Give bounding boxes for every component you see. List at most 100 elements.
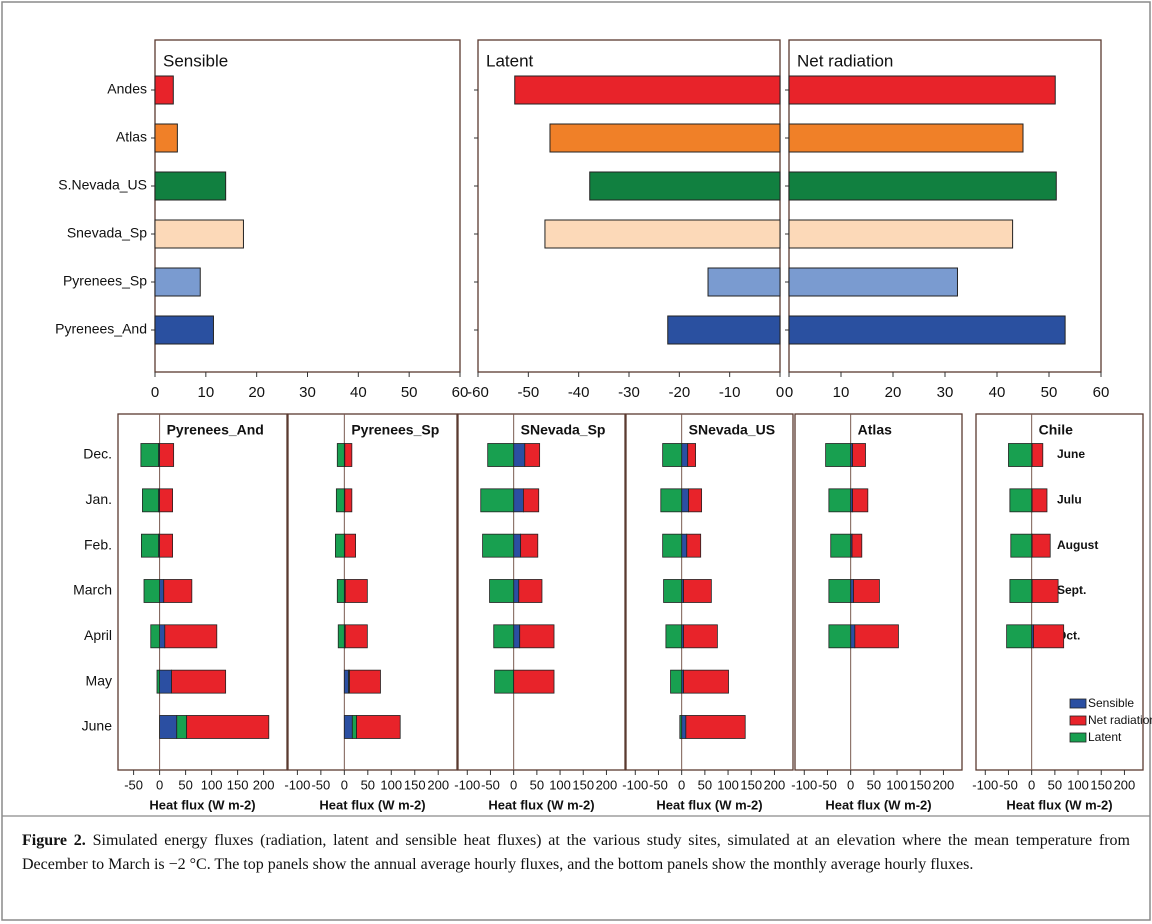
x-tick-label: 10 xyxy=(197,384,214,401)
x-tick-label: -50 xyxy=(999,777,1018,792)
bar-segment xyxy=(513,533,522,558)
x-tick-label: -50 xyxy=(517,384,539,401)
bar xyxy=(154,123,178,153)
x-tick-label: 200 xyxy=(1114,777,1136,792)
x-tick-label: 20 xyxy=(885,384,902,401)
bar-segment xyxy=(494,669,515,694)
panel-frame xyxy=(625,413,794,771)
x-tick-label: 50 xyxy=(867,777,881,792)
x-tick-label: -60 xyxy=(467,384,489,401)
panel-frame xyxy=(117,413,288,771)
legend-label: Latent xyxy=(1088,730,1122,744)
x-tick-label: 100 xyxy=(549,777,571,792)
x-axis-label: Heat flux (W m-2) xyxy=(1006,797,1112,812)
bar-segment xyxy=(343,669,349,694)
bar-segment xyxy=(850,579,854,603)
y-tick-label: April xyxy=(84,627,112,643)
bar-segment xyxy=(825,443,852,467)
y-tick-label: March xyxy=(73,582,112,598)
x-tick-label: -10 xyxy=(719,384,741,401)
bar-segment xyxy=(854,624,899,649)
x-axis-label: Heat flux (W m-2) xyxy=(319,797,425,812)
bar-segment xyxy=(681,715,687,739)
bar-segment xyxy=(850,624,856,649)
bar xyxy=(154,219,244,249)
x-tick-label: 50 xyxy=(530,777,544,792)
bar-segment xyxy=(663,579,683,603)
x-tick-label: -50 xyxy=(818,777,837,792)
bar-segment xyxy=(159,443,175,467)
bar-segment xyxy=(519,624,555,649)
x-tick-label: 50 xyxy=(1048,777,1062,792)
bar xyxy=(707,267,781,297)
caption-label: Figure 2. xyxy=(22,832,86,849)
panel-frame xyxy=(287,413,458,771)
bar-segment xyxy=(171,669,227,694)
bar-segment xyxy=(828,579,852,603)
x-tick-label: 10 xyxy=(833,384,850,401)
x-tick-label: 0 xyxy=(156,777,163,792)
row-label: Sept. xyxy=(1057,583,1086,597)
bar xyxy=(788,267,958,297)
legend-label: Sensible xyxy=(1088,696,1134,710)
y-tick-label: S.Nevada_US xyxy=(58,177,147,193)
caption: Figure 2. Simulated energy fluxes (radia… xyxy=(22,829,1130,877)
bar-segment xyxy=(681,533,688,558)
x-tick-label: 40 xyxy=(989,384,1006,401)
caption-text: Simulated energy fluxes (radiation, late… xyxy=(22,832,1131,873)
bar-segment xyxy=(349,669,381,694)
x-tick-label: 50 xyxy=(178,777,192,792)
x-tick-label: -50 xyxy=(311,777,330,792)
bar-segment xyxy=(828,624,852,649)
row-label: August xyxy=(1057,538,1098,552)
x-tick-label: -30 xyxy=(618,384,640,401)
bar-segment xyxy=(159,624,166,649)
panel-title: Latent xyxy=(486,51,534,70)
x-tick-label: 60 xyxy=(1093,384,1110,401)
bar-segment xyxy=(150,624,160,649)
bar xyxy=(788,315,1066,345)
bar-segment xyxy=(159,715,178,739)
bar-segment xyxy=(351,715,357,739)
bar xyxy=(154,315,214,345)
bar-segment xyxy=(513,443,526,467)
bar-segment xyxy=(1009,579,1033,603)
x-tick-label: 100 xyxy=(886,777,908,792)
x-tick-label: 150 xyxy=(740,777,762,792)
panel-frame xyxy=(975,413,1144,771)
bar-segment xyxy=(335,488,345,513)
bar-segment xyxy=(523,488,540,513)
bar-segment xyxy=(1031,488,1048,513)
panel-title: SNevada_US xyxy=(689,422,775,438)
x-tick-label: 100 xyxy=(717,777,739,792)
bar-segment xyxy=(143,579,160,603)
bar-segment xyxy=(852,443,866,467)
y-tick-label: Feb. xyxy=(84,536,112,552)
bar-segment xyxy=(337,624,345,649)
panel-title: Pyrenees_Sp xyxy=(351,422,439,438)
y-tick-label: Pyrenees_And xyxy=(55,321,147,337)
x-tick-label: 60 xyxy=(452,384,469,401)
y-tick-label: Jan. xyxy=(86,491,112,507)
bar xyxy=(154,75,174,105)
row-label: Julu xyxy=(1057,493,1082,507)
x-tick-label: -100 xyxy=(284,777,310,792)
x-tick-label: 0 xyxy=(847,777,854,792)
y-tick-label: Dec. xyxy=(83,446,112,462)
bar-segment xyxy=(513,624,521,649)
x-tick-label: 20 xyxy=(248,384,265,401)
panel-title: Atlas xyxy=(858,422,892,438)
x-tick-label: 0 xyxy=(1028,777,1035,792)
bar-segment xyxy=(1006,624,1033,649)
x-tick-label: 100 xyxy=(1067,777,1089,792)
bar-segment xyxy=(513,669,555,694)
bar-segment xyxy=(164,624,218,649)
bar-segment xyxy=(1031,533,1051,558)
bar-segment xyxy=(480,488,515,513)
bar-segment xyxy=(685,715,746,739)
bar-segment xyxy=(159,488,174,513)
x-tick-label: 150 xyxy=(909,777,931,792)
x-tick-label: -50 xyxy=(649,777,668,792)
bar-segment xyxy=(176,715,188,739)
